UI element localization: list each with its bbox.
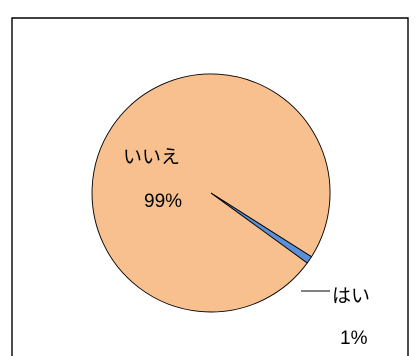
chart-frame (11, 17, 409, 356)
pie-labels: いいえ 99% はい 1% (123, 147, 370, 349)
slice-category-label-hai: はい (332, 286, 370, 307)
pie-slice-iie (91, 73, 331, 313)
pie-slices (91, 73, 331, 313)
slice-category-label-iie: いいえ (123, 147, 180, 168)
slice-value-label-iie: 99% (144, 191, 182, 212)
slice-value-label-hai: 1% (340, 328, 368, 349)
pie-slice-hai (210, 192, 313, 264)
